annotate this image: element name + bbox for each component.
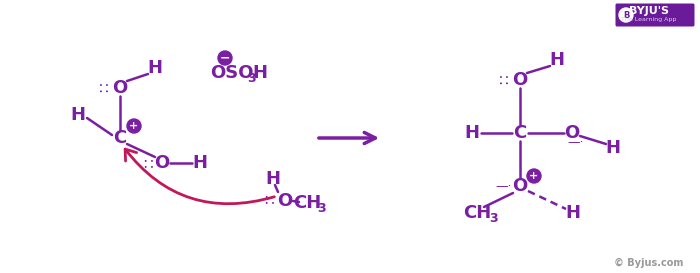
Text: O: O bbox=[277, 192, 293, 210]
Text: CH: CH bbox=[293, 194, 321, 212]
Text: H: H bbox=[550, 51, 564, 69]
Text: —·: —· bbox=[568, 136, 584, 150]
Text: BYJU'S: BYJU'S bbox=[629, 6, 669, 16]
Text: H: H bbox=[566, 204, 580, 222]
Text: O: O bbox=[512, 71, 528, 89]
Text: ∷: ∷ bbox=[143, 156, 153, 171]
Text: O: O bbox=[564, 124, 580, 142]
Text: −: − bbox=[220, 52, 230, 64]
Text: ∷: ∷ bbox=[97, 82, 111, 92]
Circle shape bbox=[527, 169, 541, 183]
Circle shape bbox=[619, 8, 633, 22]
Text: H: H bbox=[193, 154, 207, 172]
FancyBboxPatch shape bbox=[615, 4, 694, 26]
FancyArrowPatch shape bbox=[125, 149, 274, 204]
Circle shape bbox=[127, 119, 141, 133]
Circle shape bbox=[218, 51, 232, 65]
Text: 3: 3 bbox=[489, 212, 497, 224]
Text: O: O bbox=[113, 79, 127, 97]
Text: C: C bbox=[113, 129, 127, 147]
Text: ∷: ∷ bbox=[496, 74, 512, 84]
Text: 3: 3 bbox=[248, 72, 256, 85]
Text: H: H bbox=[253, 64, 267, 82]
Text: B: B bbox=[623, 10, 629, 19]
Text: C: C bbox=[513, 124, 526, 142]
Text: O: O bbox=[512, 177, 528, 195]
Text: H: H bbox=[465, 124, 480, 142]
Text: H: H bbox=[606, 139, 620, 157]
Text: H: H bbox=[148, 59, 162, 77]
Text: O: O bbox=[155, 154, 169, 172]
Text: The Learning App: The Learning App bbox=[622, 17, 677, 22]
Text: CH: CH bbox=[463, 204, 491, 222]
Text: ∷: ∷ bbox=[264, 192, 274, 207]
Text: 3: 3 bbox=[318, 201, 326, 215]
Text: +: + bbox=[529, 171, 538, 181]
Text: H: H bbox=[265, 170, 281, 188]
Text: H: H bbox=[71, 106, 85, 124]
Text: +: + bbox=[130, 121, 139, 131]
Text: OSO: OSO bbox=[210, 64, 253, 82]
Text: © Byjus.com: © Byjus.com bbox=[614, 258, 683, 268]
Text: —·: —· bbox=[496, 180, 512, 194]
